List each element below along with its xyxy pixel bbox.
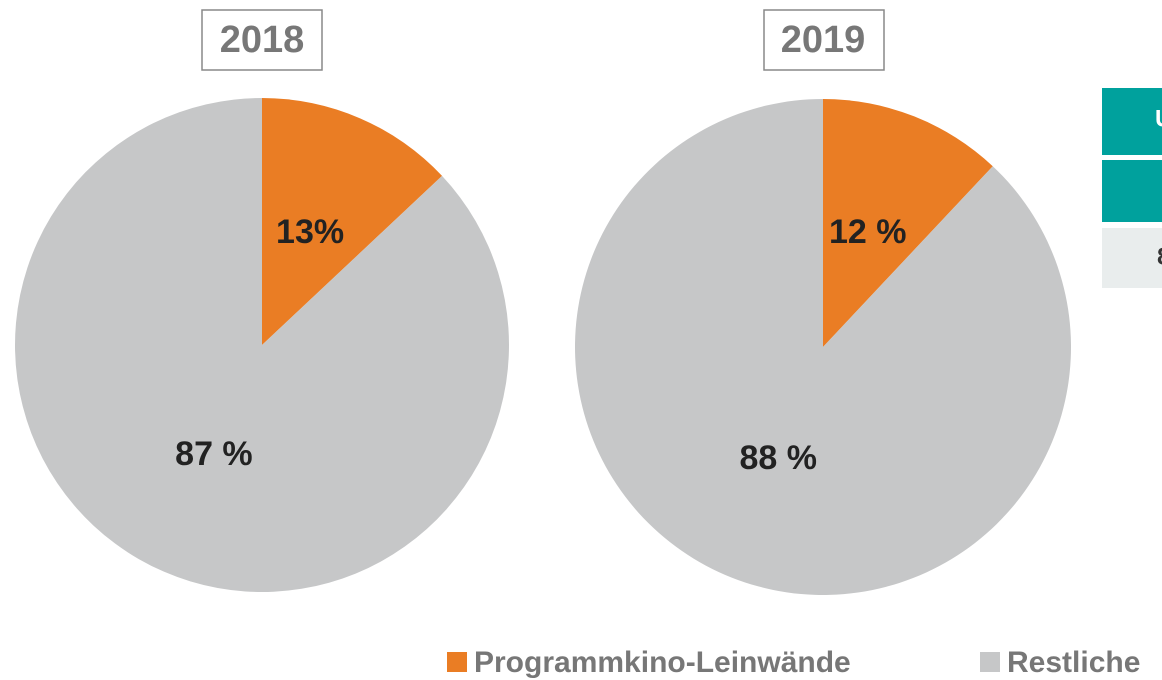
data-label: 12 % bbox=[829, 213, 907, 251]
pie-slice bbox=[14, 98, 509, 592]
pie-slice bbox=[575, 99, 1071, 595]
legend-swatch bbox=[447, 652, 467, 672]
pie-slice bbox=[823, 99, 993, 347]
legend-swatch bbox=[980, 652, 1000, 672]
table-header-text: U bbox=[1155, 105, 1162, 132]
chart-title: 2018 bbox=[220, 19, 305, 61]
table-header bbox=[1102, 88, 1162, 155]
data-label: 87 % bbox=[175, 435, 253, 473]
legend-label: Programmkino-Leinwände bbox=[474, 646, 851, 679]
data-label: 88 % bbox=[740, 439, 818, 477]
pie-slice bbox=[262, 98, 443, 345]
legend-label: Restliche bbox=[1007, 646, 1140, 679]
data-label: 13% bbox=[276, 213, 344, 251]
chart-title: 2019 bbox=[781, 19, 866, 61]
table-cell: 89 bbox=[1157, 243, 1162, 270]
table-row bbox=[1102, 228, 1162, 288]
table-header-row bbox=[1102, 160, 1162, 222]
title-box bbox=[763, 9, 885, 71]
title-box bbox=[201, 9, 323, 71]
